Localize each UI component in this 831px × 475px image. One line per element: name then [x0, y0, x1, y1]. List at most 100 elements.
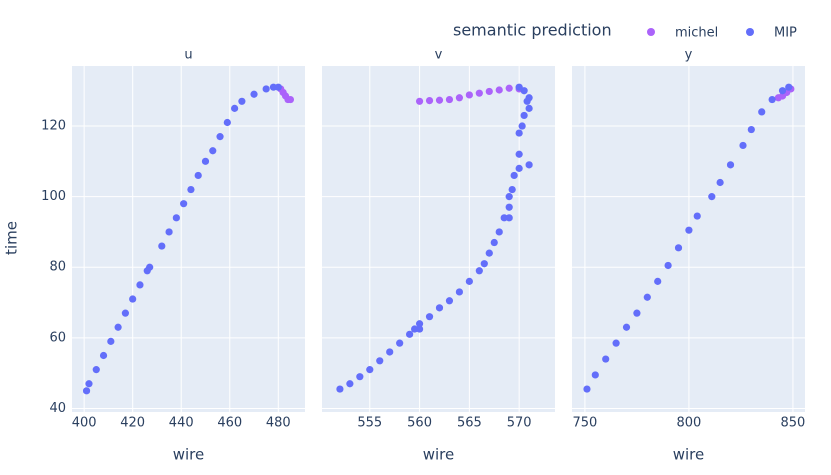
x-axis-label: wire	[423, 446, 455, 464]
data-point	[485, 249, 493, 257]
x-tick-label: 850	[781, 416, 806, 431]
y-tick-label: 80	[49, 260, 66, 275]
data-point	[455, 288, 464, 296]
legend-label: MIP	[774, 26, 797, 41]
data-point	[180, 200, 188, 208]
data-point	[515, 164, 523, 172]
data-point	[146, 263, 154, 271]
x-tick-label: 750	[572, 416, 597, 431]
data-point	[286, 95, 295, 104]
panel-title: y	[685, 48, 693, 63]
data-point	[415, 320, 424, 328]
data-point	[505, 84, 513, 92]
data-point	[520, 87, 528, 95]
data-point	[747, 125, 755, 134]
y-tick-label: 100	[41, 189, 66, 204]
data-point	[485, 87, 493, 96]
panel-title: v	[435, 48, 443, 63]
data-point	[356, 373, 364, 381]
data-point	[505, 203, 513, 211]
data-point	[386, 348, 394, 356]
data-point	[505, 193, 513, 201]
data-point	[187, 185, 195, 194]
data-point	[778, 87, 787, 95]
data-point	[425, 97, 434, 105]
data-point	[708, 193, 716, 201]
y-tick-label: 60	[49, 330, 66, 345]
data-point	[693, 212, 701, 220]
data-point	[520, 111, 528, 120]
data-point	[445, 95, 454, 104]
data-point	[515, 129, 523, 137]
data-point	[136, 281, 144, 289]
data-point	[216, 133, 224, 141]
data-point	[107, 337, 115, 345]
data-point	[475, 89, 483, 97]
data-point	[194, 171, 202, 180]
data-point	[415, 97, 424, 105]
data-point	[716, 178, 724, 187]
data-point	[495, 86, 503, 94]
data-point	[396, 339, 404, 347]
x-tick-label: 565	[457, 416, 482, 431]
panel-title: u	[184, 48, 192, 63]
data-point	[654, 277, 662, 285]
data-point	[172, 214, 180, 222]
data-point	[785, 83, 793, 91]
data-point	[158, 242, 166, 250]
x-tick-label: 480	[266, 416, 291, 431]
y-axis-label: time	[3, 221, 21, 255]
data-point	[465, 91, 473, 99]
legend-marker	[647, 28, 655, 36]
data-point	[612, 339, 620, 347]
data-point	[525, 104, 533, 112]
plot-area	[322, 66, 555, 412]
data-point	[622, 323, 631, 331]
data-point	[465, 277, 473, 285]
data-point	[231, 104, 239, 112]
data-point	[435, 304, 444, 312]
data-point	[510, 171, 518, 180]
data-point	[425, 313, 434, 321]
x-axis-label: wire	[173, 446, 205, 464]
data-point	[726, 161, 735, 169]
x-tick-label: 560	[407, 416, 432, 431]
data-point	[664, 261, 672, 270]
x-tick-label: 400	[72, 416, 97, 431]
data-point	[475, 267, 483, 275]
data-point	[114, 323, 122, 331]
data-point	[480, 260, 488, 268]
data-point	[674, 244, 683, 252]
data-point	[768, 95, 776, 104]
data-point	[508, 185, 516, 194]
legend-marker	[746, 28, 754, 36]
data-point	[500, 214, 508, 222]
data-point	[411, 325, 419, 333]
data-point	[435, 96, 444, 104]
data-point	[250, 90, 258, 98]
data-point	[209, 147, 217, 155]
data-point	[82, 387, 91, 395]
data-point	[376, 357, 384, 365]
data-point	[515, 83, 523, 91]
data-point	[274, 83, 282, 91]
data-point	[223, 118, 231, 127]
data-point	[366, 366, 374, 374]
data-point	[262, 85, 270, 93]
data-point	[99, 351, 108, 360]
x-tick-label: 440	[169, 416, 194, 431]
data-point	[92, 366, 100, 374]
data-point	[583, 385, 591, 393]
data-point	[525, 94, 533, 102]
data-point	[685, 226, 693, 234]
data-point	[445, 297, 454, 305]
data-point	[758, 108, 766, 116]
data-point	[455, 94, 464, 102]
data-point	[85, 380, 93, 388]
x-axis-label: wire	[673, 446, 705, 464]
x-tick-label: 420	[120, 416, 145, 431]
y-tick-label: 120	[41, 119, 66, 134]
y-tick-label: 40	[49, 401, 66, 416]
legend-title: semantic prediction	[453, 21, 612, 40]
